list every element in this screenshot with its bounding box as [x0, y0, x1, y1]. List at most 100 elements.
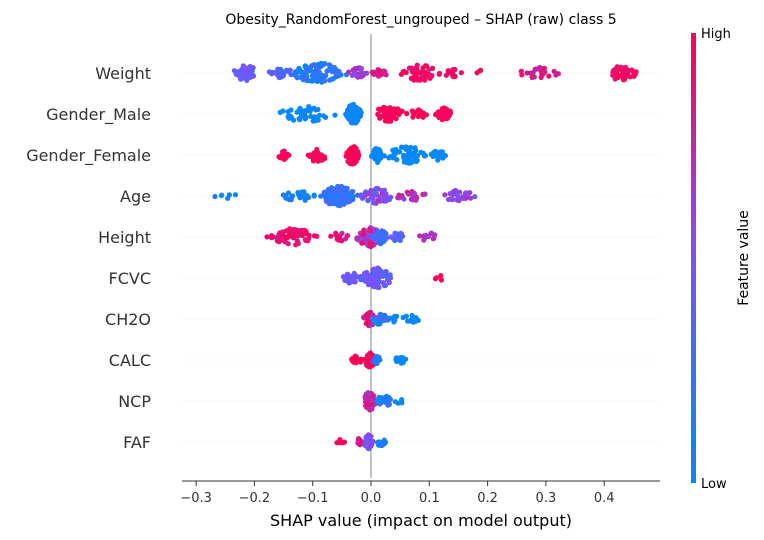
data-point: [250, 72, 256, 78]
x-tick-label: 0.2: [477, 491, 498, 506]
data-point: [404, 110, 410, 117]
data-point: [393, 147, 399, 153]
data-point: [357, 441, 363, 447]
data-point: [386, 155, 392, 161]
data-point: [398, 356, 404, 362]
data-point: [296, 65, 302, 71]
data-point: [375, 197, 381, 204]
data-point: [280, 108, 286, 114]
data-point: [320, 73, 326, 79]
data-point: [546, 73, 552, 79]
data-point: [368, 393, 374, 399]
data-point: [343, 186, 349, 192]
data-point: [290, 235, 297, 241]
data-point: [447, 196, 453, 202]
data-point: [323, 190, 329, 196]
data-point: [417, 77, 423, 83]
data-point: [315, 106, 321, 113]
data-point: [287, 226, 293, 232]
data-point: [610, 72, 616, 78]
data-point: [409, 312, 415, 319]
colorbar-low-label: Low: [701, 477, 727, 492]
data-point: [422, 191, 428, 197]
data-point: [387, 275, 394, 281]
data-point: [303, 115, 309, 121]
data-point: [375, 439, 381, 446]
data-point: [442, 153, 448, 159]
data-point: [266, 69, 272, 75]
data-point: [394, 313, 400, 319]
data-point: [402, 156, 408, 162]
data-point: [417, 233, 423, 239]
data-point: [346, 69, 352, 75]
data-point: [357, 113, 363, 120]
data-point: [296, 192, 302, 198]
data-point: [377, 106, 384, 112]
data-point: [392, 399, 398, 405]
data-point: [380, 280, 386, 286]
data-point: [244, 77, 250, 83]
data-point: [529, 71, 535, 78]
data-point: [442, 192, 448, 198]
data-point: [280, 71, 286, 77]
colorbar-gradient: [691, 33, 696, 483]
data-point: [413, 197, 419, 203]
data-point: [368, 397, 374, 403]
data-point: [347, 147, 353, 153]
data-point: [377, 319, 383, 325]
data-point: [383, 271, 389, 277]
data-point: [306, 232, 312, 238]
data-point: [324, 68, 330, 74]
data-point: [623, 64, 629, 70]
data-point: [315, 156, 321, 162]
data-point: [329, 189, 335, 195]
x-tick-label: −0.2: [239, 491, 271, 506]
data-point: [390, 155, 396, 161]
data-point: [413, 147, 419, 154]
data-point: [363, 393, 369, 399]
data-point: [304, 193, 310, 199]
data-point: [437, 153, 443, 159]
data-point: [438, 277, 445, 283]
data-point: [333, 232, 339, 238]
data-point: [322, 78, 328, 84]
data-point: [542, 69, 548, 75]
data-point: [364, 234, 370, 240]
data-point: [358, 66, 365, 72]
data-point: [406, 65, 412, 71]
data-point: [307, 108, 313, 114]
data-point: [286, 196, 292, 203]
data-point: [226, 192, 232, 198]
data-point: [371, 147, 377, 153]
data-point: [351, 274, 357, 280]
data-point: [413, 158, 419, 165]
data-point: [333, 70, 339, 76]
chart-title: Obesity_RandomForest_ungrouped – SHAP (r…: [225, 12, 616, 28]
data-point: [264, 234, 270, 240]
data-point: [421, 234, 427, 240]
data-point: [374, 276, 380, 282]
data-point: [285, 241, 291, 247]
data-point: [270, 234, 276, 240]
data-point: [364, 313, 370, 319]
data-point: [434, 275, 440, 281]
data-point: [377, 269, 383, 275]
data-point: [435, 157, 441, 163]
data-point: [284, 67, 290, 73]
data-point: [396, 108, 402, 114]
data-point: [389, 106, 395, 112]
data-point: [537, 65, 543, 71]
data-point: [294, 70, 300, 76]
data-point: [310, 114, 316, 120]
feature-label: Weight: [95, 64, 151, 83]
row-guides: [182, 72, 660, 443]
data-point: [341, 195, 347, 201]
data-point: [468, 195, 474, 201]
data-point: [414, 62, 420, 68]
data-point: [366, 401, 372, 407]
feature-label: FCVC: [109, 269, 152, 288]
data-point: [294, 74, 300, 80]
feature-label: Age: [120, 187, 151, 206]
data-point: [365, 282, 372, 288]
